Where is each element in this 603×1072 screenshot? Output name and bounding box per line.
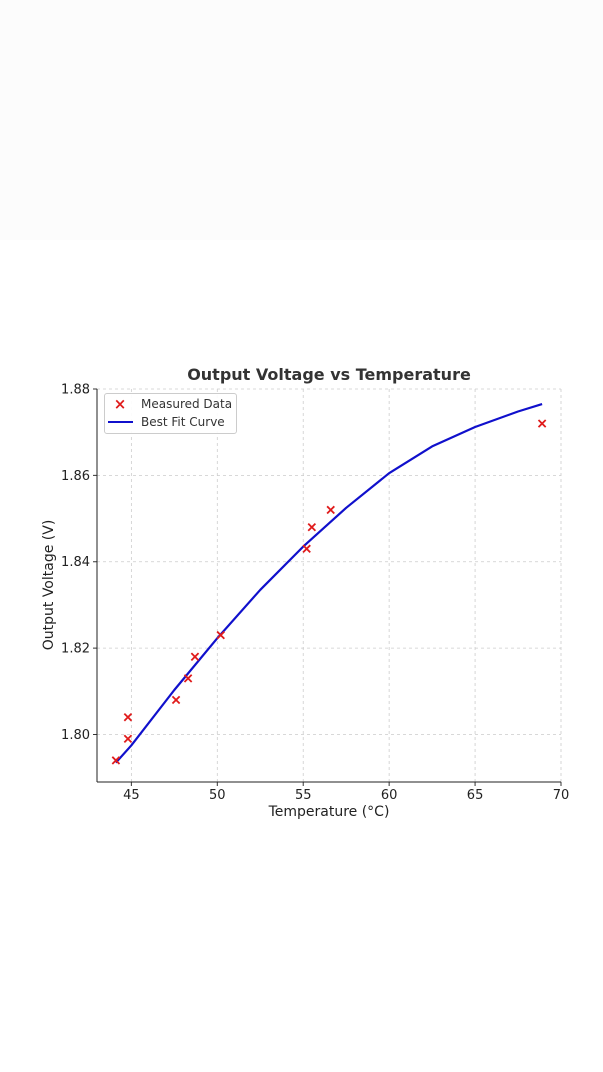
data-point-stroke [183, 674, 193, 683]
y-tick-label: 1.80 [61, 728, 90, 743]
data-point [183, 674, 193, 683]
legend-label-fit: Best Fit Curve [141, 415, 225, 429]
data-point [307, 522, 317, 532]
legend-item-measured: × Measured Data [105, 395, 232, 413]
y-tick-label: 1.86 [61, 469, 90, 484]
background-band [0, 0, 603, 240]
x-tick-label: 60 [381, 788, 398, 803]
data-point-stroke [302, 544, 311, 554]
legend-line-icon [105, 421, 135, 423]
legend-label-measured: Measured Data [141, 397, 233, 411]
chart-title: Output Voltage vs Temperature [187, 365, 471, 384]
x-tick-label: 65 [467, 788, 484, 803]
x-tick-label: 70 [553, 788, 570, 803]
data-point-stroke [326, 505, 335, 515]
data-point-stroke [111, 756, 121, 765]
legend-x-marker-icon: × [113, 394, 127, 413]
data-point [216, 630, 225, 640]
data-point [111, 756, 121, 765]
data-point [171, 695, 181, 705]
data-point [302, 544, 311, 554]
y-tick-label: 1.84 [61, 555, 90, 570]
data-point-stroke [537, 419, 547, 428]
y-axis-label: Output Voltage (V) [41, 520, 57, 651]
legend: × Measured Data Best Fit Curve [104, 393, 237, 434]
x-tick-label: 50 [209, 788, 226, 803]
data-point [123, 712, 133, 722]
data-point [326, 505, 335, 515]
best-fit-curve [115, 403, 543, 764]
data-point [190, 652, 200, 661]
x-tick-label: 45 [123, 788, 140, 803]
y-tick-label: 1.82 [61, 642, 90, 657]
data-point-stroke [307, 522, 317, 532]
legend-item-fit: Best Fit Curve [105, 413, 225, 431]
data-point [123, 734, 133, 744]
y-tick-label: 1.88 [61, 383, 90, 398]
data-point-stroke [190, 652, 200, 661]
data-point-stroke [216, 630, 225, 640]
data-point-stroke [171, 695, 181, 705]
x-tick-label: 55 [295, 788, 312, 803]
data-point-stroke [123, 734, 133, 744]
data-point-stroke [123, 712, 133, 722]
data-point [537, 419, 547, 428]
x-axis-label: Temperature (°C) [268, 804, 390, 820]
